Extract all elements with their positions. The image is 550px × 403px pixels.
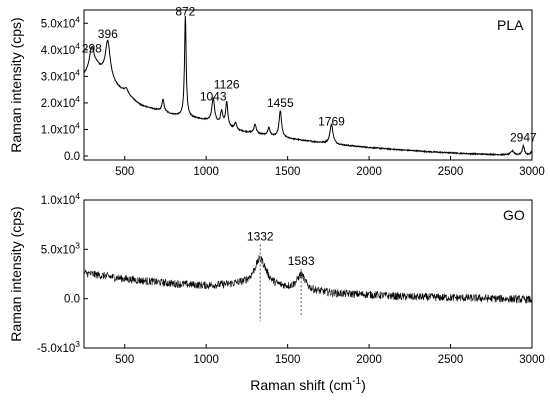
pla-y-tick-label: 2.0x104 bbox=[41, 94, 81, 110]
pla-x-tick-label: 1500 bbox=[275, 166, 301, 178]
go-y-axis-title: Raman intensity (cps) bbox=[8, 206, 24, 341]
peak-label-1455: 1455 bbox=[267, 96, 294, 110]
peak-label-1043: 1043 bbox=[200, 89, 227, 103]
pla-x-tick-label: 1000 bbox=[193, 166, 219, 178]
pla-x-ticks: 500 1000 1500 2000 2500 3000 bbox=[115, 156, 545, 178]
go-y-tick-label: -5.0x103 bbox=[37, 339, 80, 355]
peak-label-872: 872 bbox=[175, 4, 195, 18]
go-axis-frame bbox=[84, 200, 532, 348]
go-y-tick-label: 5.0x103 bbox=[41, 240, 81, 256]
pla-x-tick-label: 3000 bbox=[519, 166, 545, 178]
go-x-tick-label: 2500 bbox=[438, 354, 464, 366]
pla-y-tick-label: 1.0x104 bbox=[41, 120, 81, 136]
pla-y-tick-label: 5.0x104 bbox=[41, 14, 81, 30]
go-x-ticks: 500 1000 1500 2000 2500 3000 bbox=[115, 344, 545, 366]
go-x-tick-label: 1500 bbox=[275, 354, 301, 366]
panel-go: -5.0x103 0.0 5.0x103 1.0x104 500 1000 1500 200… bbox=[8, 191, 545, 393]
go-y-ticks: -5.0x103 0.0 5.0x103 1.0x104 bbox=[37, 191, 88, 355]
pla-y-axis-title: Raman intensity (cps) bbox=[8, 17, 24, 152]
pla-spectrum-line bbox=[84, 16, 532, 155]
pla-x-tick-label: 2000 bbox=[356, 166, 382, 178]
pla-y-ticks: 0.0 1.0x104 2.0x104 3.0x104 4.0x104 5.0x104 bbox=[41, 14, 88, 163]
peak-label-1332: 1332 bbox=[247, 229, 274, 243]
peak-label-1769: 1769 bbox=[318, 114, 345, 128]
peak-label-298: 298 bbox=[82, 41, 102, 55]
panel-pla: 0.0 1.0x104 2.0x104 3.0x104 4.0x104 5.0x104 5… bbox=[8, 4, 545, 178]
pla-axis-frame bbox=[84, 10, 532, 160]
x-axis-title: Raman shift (cm-1) bbox=[250, 376, 366, 393]
pla-x-tick-label: 2500 bbox=[438, 166, 464, 178]
pla-y-tick-label: 4.0x104 bbox=[41, 41, 81, 57]
go-x-tick-label: 3000 bbox=[519, 354, 545, 366]
pla-x-tick-label: 500 bbox=[115, 166, 134, 178]
go-y-tick-label: 0.0 bbox=[64, 294, 80, 306]
peak-label-1126: 1126 bbox=[214, 77, 240, 91]
go-x-tick-label: 1000 bbox=[193, 354, 219, 366]
go-y-tick-label: 1.0x104 bbox=[41, 191, 81, 207]
peak-label-396: 396 bbox=[98, 27, 118, 41]
go-x-tick-label: 500 bbox=[115, 354, 134, 366]
go-x-tick-label: 2000 bbox=[356, 354, 382, 366]
peak-label-1583: 1583 bbox=[288, 254, 315, 268]
peak-label-2947: 2947 bbox=[510, 130, 537, 144]
go-peak-markers: 1332 1583 bbox=[247, 229, 315, 321]
pla-y-tick-label: 0.0 bbox=[64, 151, 80, 163]
go-panel-label: GO bbox=[503, 207, 525, 223]
pla-y-tick-label: 3.0x104 bbox=[41, 67, 81, 83]
pla-panel-label: PLA bbox=[497, 17, 524, 33]
